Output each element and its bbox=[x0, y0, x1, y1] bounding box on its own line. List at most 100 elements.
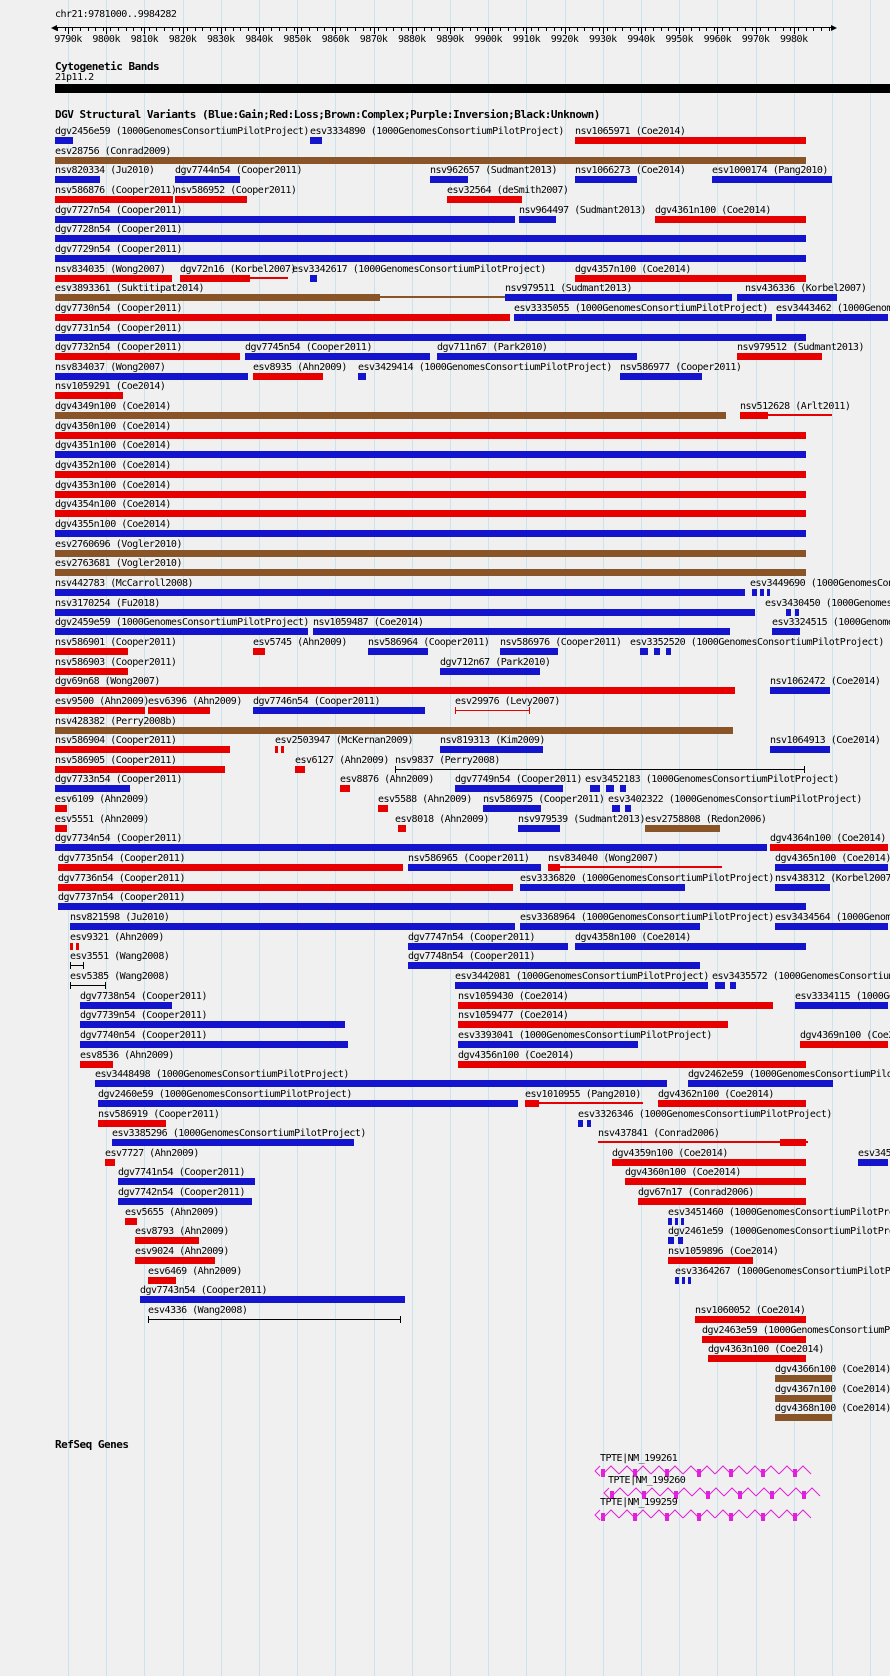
variant-label[interactable]: dgv4355n100 (Coe2014) bbox=[55, 519, 171, 530]
variant-bar[interactable] bbox=[786, 608, 791, 616]
variant-label[interactable]: dgv7742n54 (Cooper2011) bbox=[118, 1187, 245, 1199]
variant-bar[interactable] bbox=[578, 1119, 583, 1127]
variant-label[interactable]: dgv2459e59 (1000GenomesConsortiumPilotPr… bbox=[55, 617, 309, 629]
variant-bar[interactable] bbox=[770, 844, 888, 852]
variant-bar[interactable] bbox=[148, 706, 210, 714]
variant-bar[interactable] bbox=[358, 372, 366, 380]
variant-bar[interactable] bbox=[458, 1040, 638, 1048]
variant-label[interactable]: esv3402322 (1000GenomesConsortiumPilotPr… bbox=[608, 794, 862, 806]
variant-bar[interactable] bbox=[55, 431, 806, 439]
variant-bar[interactable] bbox=[752, 588, 757, 596]
variant-bar[interactable] bbox=[105, 1158, 115, 1166]
variant-bar[interactable] bbox=[253, 372, 323, 380]
variant-bar[interactable] bbox=[398, 824, 406, 832]
variant-bar[interactable] bbox=[740, 412, 768, 420]
variant-bar[interactable] bbox=[95, 1080, 667, 1088]
variant-bar[interactable] bbox=[55, 608, 755, 616]
variant-label[interactable]: nsv586905 (Cooper2011) bbox=[55, 754, 177, 766]
variant-label[interactable]: dgv2461e59 (1000GenomesConsortiumPilotPr… bbox=[668, 1226, 890, 1238]
variant-bar[interactable] bbox=[688, 1276, 691, 1284]
variant-bar[interactable] bbox=[770, 687, 830, 695]
variant-bar[interactable] bbox=[518, 824, 560, 832]
variant-label[interactable]: esv3335055 (1000GenomesConsortiumPilotPr… bbox=[514, 302, 768, 314]
variant-bar[interactable] bbox=[58, 903, 806, 911]
variant-label[interactable]: nsv442783 (McCarroll2008) bbox=[55, 577, 194, 589]
variant-bar[interactable] bbox=[253, 647, 265, 655]
variant-bar[interactable] bbox=[175, 176, 240, 184]
variant-bar[interactable] bbox=[55, 451, 806, 459]
variant-label[interactable]: esv1000174 (Pang2010) bbox=[712, 165, 828, 177]
variant-label[interactable]: dgv4364n100 (Coe2014) bbox=[770, 833, 886, 845]
variant-label[interactable]: dgv69n68 (Wong2007) bbox=[55, 676, 160, 688]
variant-bar[interactable] bbox=[55, 765, 225, 773]
variant-label[interactable]: nsv1059291 (Coe2014) bbox=[55, 381, 166, 393]
variant-bar[interactable] bbox=[58, 864, 403, 872]
variant-label[interactable]: nsv586904 (Cooper2011) bbox=[55, 735, 177, 747]
variant-label[interactable]: esv3326346 (1000GenomesConsortiumPilotPr… bbox=[578, 1108, 832, 1120]
variant-bar[interactable] bbox=[437, 353, 637, 361]
variant-bar[interactable] bbox=[767, 588, 770, 596]
variant-label[interactable]: nsv1059430 (Coe2014) bbox=[458, 990, 569, 1002]
variant-label[interactable]: dgv7734n54 (Cooper2011) bbox=[55, 833, 182, 845]
variant-label[interactable]: esv9500 (Ahn2009) bbox=[55, 695, 149, 707]
variant-bar[interactable] bbox=[281, 746, 284, 754]
variant-span[interactable] bbox=[148, 1316, 401, 1323]
variant-bar[interactable] bbox=[55, 844, 767, 852]
variant-label[interactable]: dgv7735n54 (Cooper2011) bbox=[58, 853, 185, 865]
variant-bar[interactable] bbox=[313, 628, 730, 636]
variant-label[interactable]: dgv4361n100 (Coe2014) bbox=[655, 204, 771, 216]
variant-bar[interactable] bbox=[55, 726, 733, 734]
variant-bar[interactable] bbox=[658, 1099, 806, 1107]
variant-bar[interactable] bbox=[55, 628, 308, 636]
variant-label[interactable]: nsv436336 (Korbel2007) bbox=[745, 283, 867, 295]
variant-label[interactable]: dgv711n67 (Park2010) bbox=[437, 342, 548, 354]
variant-label[interactable]: dgv7740n54 (Cooper2011) bbox=[80, 1029, 207, 1041]
variant-label[interactable]: esv3342617 (1000GenomesConsortiumPilotPr… bbox=[292, 263, 546, 275]
variant-label[interactable]: esv6109 (Ahn2009) bbox=[55, 794, 149, 806]
variant-label[interactable]: esv3443462 (1000GenomesConsortiumPilotPr… bbox=[776, 302, 890, 314]
variant-label[interactable]: dgv7748n54 (Cooper2011) bbox=[408, 951, 535, 963]
variant-line[interactable] bbox=[525, 1101, 643, 1104]
variant-label[interactable]: esv3385296 (1000GenomesConsortiumPilotPr… bbox=[112, 1128, 366, 1140]
gene-model[interactable] bbox=[593, 1507, 825, 1521]
variant-bar[interactable] bbox=[80, 1021, 345, 1029]
variant-bar[interactable] bbox=[55, 687, 735, 695]
gene-model[interactable] bbox=[602, 1485, 825, 1499]
variant-label[interactable]: esv8935 (Ahn2009) bbox=[253, 361, 347, 373]
variant-label[interactable]: esv2760696 (Vogler2010) bbox=[55, 538, 182, 550]
variant-label[interactable]: nsv586952 (Cooper2011) bbox=[175, 184, 297, 196]
variant-bar[interactable] bbox=[55, 490, 806, 498]
variant-bar[interactable] bbox=[625, 805, 631, 813]
variant-label[interactable]: nsv819313 (Kim2009) bbox=[440, 735, 545, 747]
variant-bar[interactable] bbox=[520, 923, 700, 930]
variant-label[interactable]: nsv1059487 (Coe2014) bbox=[313, 617, 424, 629]
variant-bar[interactable] bbox=[55, 392, 123, 400]
variant-bar[interactable] bbox=[612, 1158, 806, 1166]
variant-label[interactable]: nsv437841 (Conrad2006) bbox=[598, 1128, 720, 1140]
variant-bar[interactable] bbox=[575, 176, 637, 184]
variant-bar[interactable] bbox=[625, 1178, 806, 1186]
variant-bar[interactable] bbox=[590, 785, 600, 793]
variant-bar[interactable] bbox=[55, 195, 173, 203]
variant-bar[interactable] bbox=[702, 1335, 806, 1343]
variant-label[interactable]: nsv3170254 (Fu2018) bbox=[55, 597, 160, 609]
variant-bar[interactable] bbox=[148, 1276, 176, 1284]
variant-bar[interactable] bbox=[575, 274, 806, 282]
variant-bar[interactable] bbox=[655, 215, 806, 223]
variant-bar[interactable] bbox=[440, 746, 543, 754]
variant-label[interactable]: esv5655 (Ahn2009) bbox=[125, 1206, 219, 1218]
variant-bar[interactable] bbox=[575, 942, 806, 950]
variant-bar[interactable] bbox=[125, 1217, 137, 1225]
variant-label[interactable]: dgv4350n100 (Coe2014) bbox=[55, 420, 171, 432]
variant-bar[interactable] bbox=[58, 883, 513, 891]
variant-bar[interactable] bbox=[118, 1198, 252, 1206]
variant-bar[interactable] bbox=[682, 1276, 685, 1284]
variant-label[interactable]: dgv72n16 (Korbel2007) bbox=[180, 263, 296, 275]
variant-label[interactable]: nsv586903 (Cooper2011) bbox=[55, 656, 177, 668]
variant-label[interactable]: esv3435572 (1000GenomesConsortiumPilotPr… bbox=[712, 970, 890, 982]
variant-bar[interactable] bbox=[712, 176, 832, 184]
variant-bar[interactable] bbox=[118, 1178, 255, 1186]
variant-label[interactable]: dgv7733n54 (Cooper2011) bbox=[55, 774, 182, 786]
cytoband-bar[interactable] bbox=[55, 84, 890, 93]
variant-label[interactable]: esv4336 (Wang2008) bbox=[148, 1305, 248, 1316]
